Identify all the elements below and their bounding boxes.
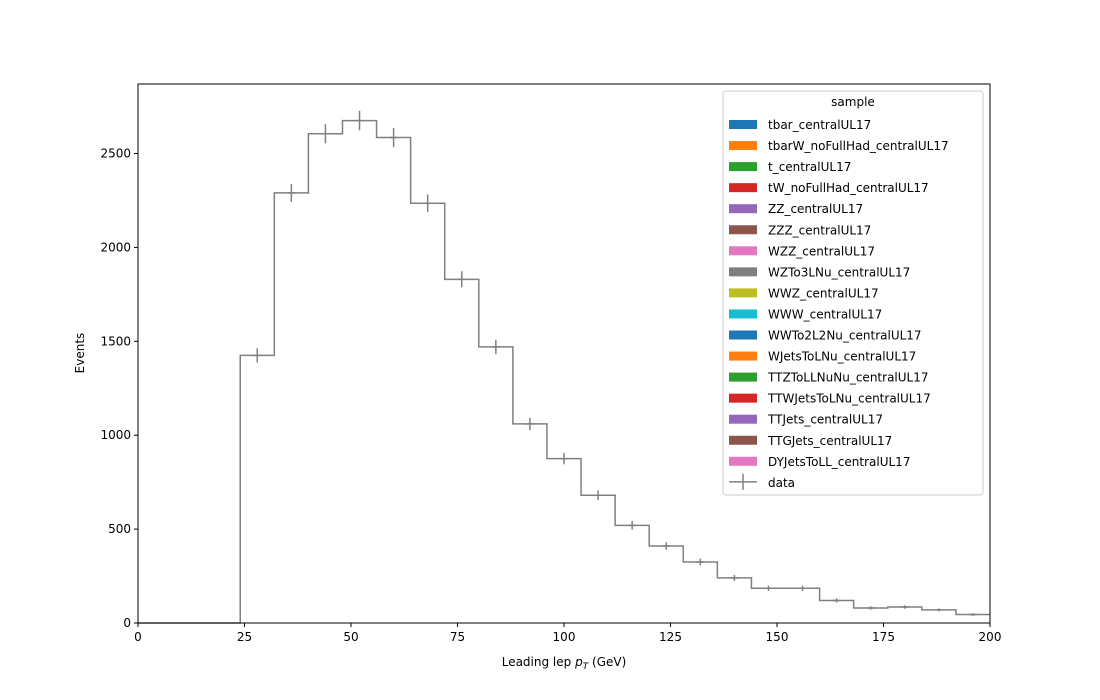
legend-entry-label: ZZZ_centralUL17 (768, 223, 871, 237)
x-axis-label-var: p (574, 655, 583, 669)
legend-entry-label: WJetsToLNu_centralUL17 (768, 350, 916, 364)
legend-entry-label: WWTo2L2Nu_centralUL17 (768, 329, 922, 343)
y-tick-label: 1500 (100, 334, 131, 348)
y-tick-label: 0 (123, 616, 131, 630)
legend-entry-label: DYJetsToLL_centralUL17 (768, 455, 910, 469)
legend-entry-label: TTZToLLNuNu_centralUL17 (767, 371, 929, 385)
legend-entry-label: t_centralUL17 (768, 160, 851, 174)
legend-entry-label: tW_noFullHad_centralUL17 (768, 181, 929, 195)
legend-swatch (729, 204, 757, 214)
legend-entry-label: TTWJetsToLNu_centralUL17 (767, 392, 931, 406)
y-tick-label: 1000 (100, 428, 131, 442)
x-axis-label: Leading lep pT (GeV) (502, 655, 627, 672)
x-tick-label: 150 (766, 630, 789, 644)
y-axis-ticks: 0 500 1000 1500 2000 2500 (100, 146, 138, 630)
legend-frame (722, 90, 984, 496)
legend-swatch (729, 225, 757, 235)
x-axis-label-unit: (GeV) (588, 655, 626, 669)
legend-swatch (729, 414, 757, 424)
legend-swatch (729, 120, 757, 129)
y-tick-label: 2500 (100, 146, 131, 160)
legend-entry-label: ZZ_centralUL17 (768, 202, 863, 216)
legend-swatch (729, 288, 757, 298)
legend: sample tbar_centralUL17 tbarW_noFullHad_c… (722, 90, 984, 496)
y-axis-label: Events (73, 333, 87, 374)
x-tick-label: 125 (659, 630, 682, 644)
x-tick-label: 50 (343, 630, 358, 644)
legend-entry-label: TTGJets_centralUL17 (767, 434, 892, 448)
legend-swatch (729, 330, 757, 340)
legend-entry-label: WWW_centralUL17 (768, 307, 882, 321)
legend-entry-label: TTJets_centralUL17 (767, 413, 883, 427)
x-axis-label-sub: T (583, 662, 590, 672)
legend-entry-label: tbar_centralUL17 (768, 118, 871, 132)
legend-title: sample (831, 95, 875, 109)
x-tick-label: 25 (237, 630, 252, 644)
x-tick-label: 100 (553, 630, 576, 644)
x-axis-label-main: Leading lep (502, 655, 575, 669)
legend-swatch (729, 141, 757, 151)
legend-swatch (729, 393, 757, 403)
legend-swatch (729, 183, 757, 193)
legend-entry-label: WWZ_centralUL17 (768, 286, 879, 300)
legend-swatch (729, 267, 757, 277)
legend-swatch (729, 435, 757, 445)
legend-entry-label-data: data (768, 476, 795, 490)
legend-entry-label: tbarW_noFullHad_centralUL17 (768, 139, 949, 153)
x-tick-label: 0 (134, 630, 142, 644)
data-series (138, 110, 990, 624)
x-tick-label: 175 (872, 630, 895, 644)
legend-entry-label: WZTo3LNu_centralUL17 (768, 265, 910, 279)
legend-swatch (729, 246, 757, 256)
legend-entry-label: WZZ_centralUL17 (768, 244, 875, 258)
legend-swatch (729, 456, 757, 466)
legend-swatch (729, 372, 757, 382)
legend-swatch (729, 351, 757, 361)
y-tick-label: 2000 (100, 240, 131, 254)
x-tick-label: 75 (450, 630, 465, 644)
legend-swatch (729, 162, 757, 172)
data-step-line (138, 119, 990, 624)
x-tick-label: 200 (979, 630, 1002, 644)
y-tick-label: 500 (108, 522, 131, 536)
legend-swatch (729, 309, 757, 319)
x-axis-ticks: 0 25 50 75 100 125 150 175 200 (134, 623, 1001, 644)
